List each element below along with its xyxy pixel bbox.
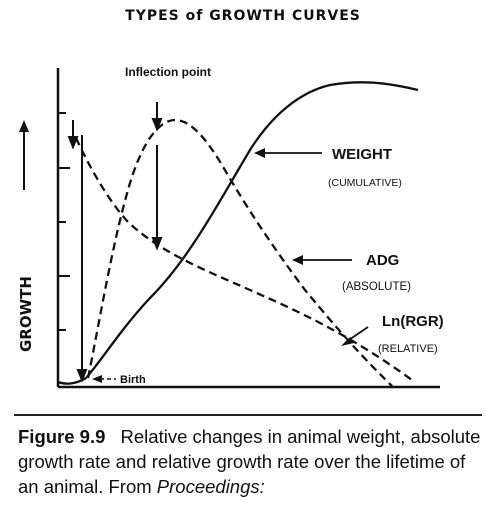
caption-text: Relative changes in animal weight, absol… xyxy=(18,426,481,497)
birth-label: Birth xyxy=(120,374,146,386)
rgr-curve xyxy=(74,137,413,381)
caption-italic: Proceedings: xyxy=(156,476,265,497)
reference-marks xyxy=(58,167,70,277)
inflection-label: Inflection point xyxy=(125,65,211,79)
adg-curve xyxy=(86,118,393,387)
rgr-arrow xyxy=(341,326,369,346)
adg-label: ADG xyxy=(366,252,399,269)
caption-rule xyxy=(14,414,482,416)
growth-curves-figure: GROWTH Inflection point WEIGHT (CUMULATI… xyxy=(17,65,444,389)
adg-arrow xyxy=(292,255,352,265)
weight-curve xyxy=(57,81,419,385)
weight-arrow xyxy=(254,148,322,158)
y-axis-label: GROWTH xyxy=(17,276,35,352)
rgr-label: Ln(RGR) xyxy=(382,313,444,330)
y-axis-arrow xyxy=(19,120,29,190)
caption-figure-label: Figure 9.9 xyxy=(18,426,106,447)
figure-title: TYPES of GROWTH CURVES xyxy=(125,8,361,24)
weight-sublabel: (CUMULATIVE) xyxy=(328,177,402,189)
birth-arrow xyxy=(92,375,116,383)
weight-label: WEIGHT xyxy=(332,146,392,163)
down-arrows xyxy=(67,102,163,383)
adg-sublabel: (ABSOLUTE) xyxy=(342,281,411,293)
figure-caption: Figure 9.9 Relative changes in animal we… xyxy=(18,424,486,499)
rgr-sublabel: (RELATIVE) xyxy=(378,343,438,355)
